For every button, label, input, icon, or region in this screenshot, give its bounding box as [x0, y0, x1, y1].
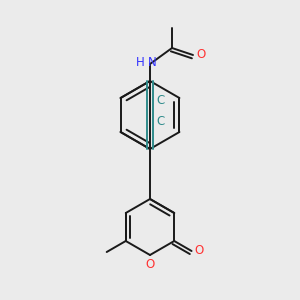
Text: N: N: [148, 56, 157, 70]
Text: O: O: [195, 244, 204, 257]
Text: O: O: [196, 47, 205, 61]
Text: C: C: [156, 94, 164, 106]
Text: H: H: [136, 56, 145, 70]
Text: C: C: [156, 115, 164, 128]
Text: O: O: [146, 258, 154, 271]
